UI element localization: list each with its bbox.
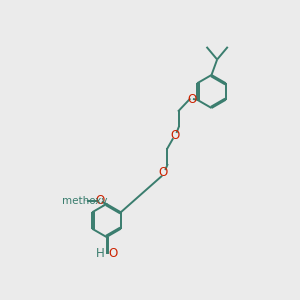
Text: methoxy: methoxy	[88, 200, 94, 201]
Text: O: O	[187, 93, 196, 106]
Text: H: H	[95, 247, 104, 260]
Text: O: O	[170, 129, 179, 142]
Text: O: O	[159, 166, 168, 179]
Text: methoxy: methoxy	[62, 196, 108, 206]
Text: O: O	[109, 247, 118, 260]
Text: O: O	[95, 194, 104, 208]
Text: methoxy: methoxy	[84, 200, 90, 201]
